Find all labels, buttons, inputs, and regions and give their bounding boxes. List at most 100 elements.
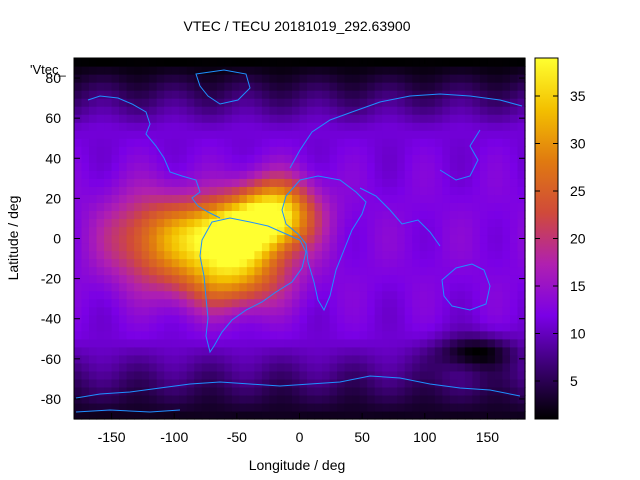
heatmap-cell bbox=[449, 226, 458, 236]
heatmap-cell bbox=[397, 330, 406, 340]
heatmap-cell bbox=[224, 106, 233, 115]
heatmap-cell bbox=[126, 378, 135, 388]
heatmap-cell bbox=[284, 338, 293, 348]
heatmap-cell bbox=[81, 114, 90, 123]
heatmap-cell bbox=[337, 218, 346, 228]
heatmap-cell bbox=[457, 106, 466, 115]
heatmap-cell bbox=[434, 58, 443, 67]
heatmap-cell bbox=[81, 282, 90, 292]
heatmap-cell bbox=[509, 162, 519, 171]
heatmap-cell bbox=[254, 402, 263, 412]
heatmap-cell bbox=[382, 82, 391, 91]
heatmap-cell bbox=[119, 82, 128, 91]
heatmap-cell bbox=[472, 58, 481, 67]
heatmap-cell bbox=[291, 58, 301, 67]
heatmap-cell bbox=[156, 322, 165, 332]
heatmap-cell bbox=[89, 298, 98, 308]
heatmap-cell bbox=[472, 178, 481, 187]
heatmap-cell bbox=[449, 234, 458, 244]
heatmap-cell bbox=[419, 90, 428, 99]
heatmap-cell bbox=[299, 170, 308, 179]
heatmap-cell bbox=[397, 274, 406, 284]
heatmap-cell bbox=[194, 58, 203, 67]
heatmap-cell bbox=[104, 378, 113, 388]
heatmap-cell bbox=[231, 282, 240, 292]
heatmap-cell bbox=[307, 274, 316, 284]
heatmap-cell bbox=[427, 266, 436, 276]
heatmap-cell bbox=[457, 370, 466, 380]
heatmap-cell bbox=[194, 266, 203, 276]
heatmap-cell bbox=[179, 106, 188, 115]
heatmap-cell bbox=[126, 130, 135, 139]
heatmap-cell bbox=[246, 242, 255, 252]
heatmap-cell bbox=[216, 106, 225, 115]
heatmap-cell bbox=[389, 290, 398, 300]
heatmap-cell bbox=[126, 90, 135, 99]
heatmap-cell bbox=[419, 178, 428, 187]
heatmap-cell bbox=[487, 154, 496, 163]
heatmap-cell bbox=[472, 146, 481, 155]
x-tick-label: 100 bbox=[413, 429, 437, 445]
heatmap-cell bbox=[494, 218, 504, 228]
heatmap-cell bbox=[111, 186, 120, 195]
heatmap-cell bbox=[186, 386, 195, 396]
x-axis-label: Longitude / deg bbox=[249, 457, 346, 473]
heatmap-cell bbox=[291, 218, 301, 228]
heatmap-cell bbox=[134, 186, 143, 195]
heatmap-cell bbox=[487, 410, 496, 420]
heatmap-cell bbox=[254, 330, 263, 340]
heatmap-cell bbox=[74, 378, 83, 388]
heatmap-cell bbox=[427, 234, 436, 244]
heatmap-cell bbox=[322, 330, 331, 340]
heatmap-cell bbox=[96, 58, 105, 67]
heatmap-cell bbox=[434, 410, 443, 420]
heatmap-cell bbox=[352, 138, 361, 147]
heatmap-cell bbox=[81, 314, 90, 324]
heatmap-cell bbox=[502, 346, 511, 356]
heatmap-cell bbox=[367, 154, 376, 163]
heatmap-cell bbox=[216, 378, 225, 388]
heatmap-cell bbox=[141, 386, 150, 396]
heatmap-cell bbox=[81, 162, 90, 171]
heatmap-cell bbox=[126, 186, 135, 195]
heatmap-cell bbox=[224, 90, 233, 99]
heatmap-cell bbox=[164, 250, 173, 260]
heatmap-cell bbox=[111, 410, 120, 420]
heatmap-cell bbox=[119, 298, 128, 308]
heatmap-cell bbox=[284, 58, 293, 67]
heatmap-cell bbox=[81, 402, 90, 412]
heatmap-cell bbox=[307, 370, 316, 380]
heatmap-cell bbox=[299, 282, 308, 292]
heatmap-cell bbox=[81, 370, 90, 380]
heatmap-cell bbox=[517, 178, 526, 187]
heatmap-cell bbox=[427, 194, 436, 203]
heatmap-cell bbox=[307, 74, 316, 83]
heatmap-cell bbox=[171, 362, 180, 372]
heatmap-cell bbox=[487, 234, 496, 244]
heatmap-cell bbox=[171, 346, 180, 356]
heatmap-cell bbox=[397, 178, 406, 187]
heatmap-cell bbox=[442, 266, 451, 276]
heatmap-cell bbox=[359, 82, 368, 91]
heatmap-cell bbox=[517, 66, 526, 75]
heatmap-cell bbox=[119, 306, 128, 316]
heatmap-cell bbox=[134, 370, 143, 380]
heatmap-cell bbox=[81, 178, 90, 187]
heatmap-cell bbox=[509, 170, 519, 179]
heatmap-cell bbox=[111, 170, 120, 179]
heatmap-cell bbox=[442, 234, 451, 244]
heatmap-cell bbox=[314, 66, 323, 75]
heatmap-cell bbox=[307, 298, 316, 308]
heatmap-cell bbox=[509, 394, 519, 404]
heatmap-cell bbox=[126, 106, 135, 115]
heatmap-cell bbox=[494, 274, 504, 284]
heatmap-cell bbox=[156, 98, 165, 107]
heatmap-cell bbox=[427, 98, 436, 107]
heatmap-cell bbox=[494, 170, 504, 179]
heatmap-cell bbox=[224, 266, 233, 276]
heatmap-cell bbox=[179, 394, 188, 404]
heatmap-cell bbox=[494, 106, 504, 115]
heatmap-cell bbox=[434, 130, 443, 139]
heatmap-cell bbox=[89, 154, 98, 163]
heatmap-cell bbox=[284, 314, 293, 324]
